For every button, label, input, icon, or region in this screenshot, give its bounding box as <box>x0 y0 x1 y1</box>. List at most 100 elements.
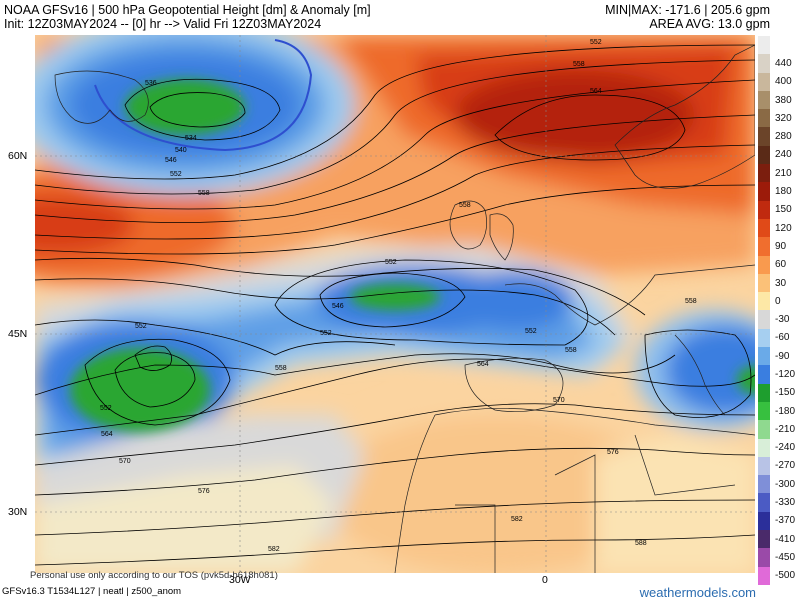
map-canvas: 552 558 564 536 534 540 546 552 558 552 … <box>35 35 755 573</box>
colorbar-label: 400 <box>775 76 792 88</box>
colorbar-swatch <box>758 438 770 457</box>
disclaimer-text: Personal use only according to our TOS (… <box>30 570 278 581</box>
colorbar-swatch <box>758 347 770 366</box>
contour-label: 576 <box>607 449 619 456</box>
colorbar-swatch <box>758 566 770 585</box>
colorbar-label: 150 <box>775 204 792 216</box>
contour-label: 546 <box>165 157 177 164</box>
colorbar-level: -300 <box>758 475 798 494</box>
colorbar-swatch <box>758 36 770 55</box>
colorbar-label: -30 <box>775 314 790 326</box>
colorbar-swatch <box>758 200 770 219</box>
contour-label: 564 <box>590 88 602 95</box>
contour-label: 588 <box>635 540 647 547</box>
colorbar-label: -150 <box>775 387 796 399</box>
colorbar-level: 280 <box>758 127 798 146</box>
area-average-readout: AREA AVG: 13.0 gpm <box>649 17 770 31</box>
lat-label: 60N <box>8 150 28 162</box>
colorbar-label: -180 <box>775 405 796 417</box>
contour-labels: 552 558 564 536 534 540 546 552 558 552 … <box>100 39 697 553</box>
colorbar-swatch <box>758 90 770 110</box>
colorbar-swatch <box>758 145 770 165</box>
contour-label: 558 <box>573 61 585 68</box>
colorbar-level: 210 <box>758 164 798 183</box>
colorbar-swatch <box>758 548 770 567</box>
colorbar-swatch <box>758 292 770 311</box>
colorbar-label: -120 <box>775 368 796 380</box>
colorbar-level: -30 <box>758 310 798 329</box>
colorbar-label: 120 <box>775 222 792 234</box>
lat-label: 45N <box>8 328 28 340</box>
model-info: GFSv16.3 T1534L127 | neatl | z500_anom <box>2 586 182 597</box>
lat-label: 30N <box>8 506 28 518</box>
contour-label: 536 <box>145 80 157 87</box>
colorbar-swatch <box>758 493 770 512</box>
colorbar-label: 210 <box>775 167 792 179</box>
colorbar-swatch <box>758 310 770 329</box>
colorbar-swatch <box>758 255 770 274</box>
colorbar-swatch <box>758 383 770 402</box>
anomaly-map: 552 558 564 536 534 540 546 552 558 552 … <box>35 35 755 573</box>
colorbar-swatch <box>758 273 770 293</box>
lon-label: 0 <box>542 574 548 586</box>
colorbar-label: -410 <box>775 533 796 545</box>
colorbar-label: 280 <box>775 131 792 143</box>
graticule <box>35 35 755 573</box>
contour-label: 552 <box>170 171 182 178</box>
contour-label: 552 <box>100 405 112 412</box>
colorbar-label: 180 <box>775 186 792 198</box>
contour-label: 552 <box>320 330 332 337</box>
contour-label: 582 <box>268 546 280 553</box>
contour-label: 570 <box>553 397 565 404</box>
colorbar-level: -90 <box>758 347 798 366</box>
anomaly-colorbar: 440 400 380 320 280 240 210 180 150 120 90 60 30 0 -30… <box>758 36 798 585</box>
colorbar-label: 240 <box>775 149 792 161</box>
contour-label: 564 <box>477 361 489 368</box>
colorbar-swatch <box>758 127 770 146</box>
map-subtitle: Init: 12Z03MAY2024 -- [0] hr --> Valid F… <box>4 17 322 31</box>
colorbar-level: -500 <box>758 566 798 585</box>
contour-label: 564 <box>101 431 113 438</box>
colorbar-label: -330 <box>775 497 796 509</box>
contour-label: 546 <box>332 303 344 310</box>
colorbar-level: 240 <box>758 145 798 165</box>
colorbar-swatch <box>758 456 770 476</box>
contour-label: 582 <box>511 516 523 523</box>
colorbar-label: -300 <box>775 478 796 490</box>
colorbar-level: -270 <box>758 456 798 476</box>
colorbar-level: 60 <box>758 255 798 274</box>
colorbar-swatch <box>758 109 770 128</box>
height-contours <box>35 44 755 566</box>
minmax-readout: MIN|MAX: -171.6 | 205.6 gpm <box>605 3 770 17</box>
colorbar-label: -270 <box>775 460 796 472</box>
contour-label: 552 <box>590 39 602 46</box>
contour-label: 552 <box>525 328 537 335</box>
colorbar-label: -370 <box>775 515 796 527</box>
colorbar-level: 30 <box>758 273 798 293</box>
colorbar-swatch <box>758 328 770 348</box>
colorbar-level: 180 <box>758 182 798 201</box>
colorbar-level: -120 <box>758 365 798 384</box>
colorbar-level: -60 <box>758 328 798 348</box>
site-link[interactable]: weathermodels.com <box>639 585 756 600</box>
colorbar-level: 440 <box>758 54 798 73</box>
colorbar-label: -240 <box>775 442 796 454</box>
colorbar-label: -60 <box>775 332 790 344</box>
colorbar-label: 60 <box>775 259 787 271</box>
colorbar-swatch <box>758 475 770 494</box>
colorbar-swatch <box>758 420 770 439</box>
colorbar-level: -330 <box>758 493 798 512</box>
colorbar-swatch <box>758 182 770 201</box>
colorbar-label: 380 <box>775 94 792 106</box>
colorbar-level: -450 <box>758 548 798 567</box>
contour-label: 534 <box>185 135 197 142</box>
colorbar-swatch <box>758 530 770 549</box>
contour-label: 558 <box>275 365 287 372</box>
colorbar-swatch <box>758 72 770 91</box>
colorbar-swatch <box>758 237 770 256</box>
coastlines <box>54 44 755 573</box>
map-title: NOAA GFSv16 | 500 hPa Geopotential Heigh… <box>4 3 371 17</box>
lon-label: 30W <box>229 574 251 586</box>
colorbar-level: 380 <box>758 90 798 110</box>
colorbar-swatch <box>758 218 770 238</box>
